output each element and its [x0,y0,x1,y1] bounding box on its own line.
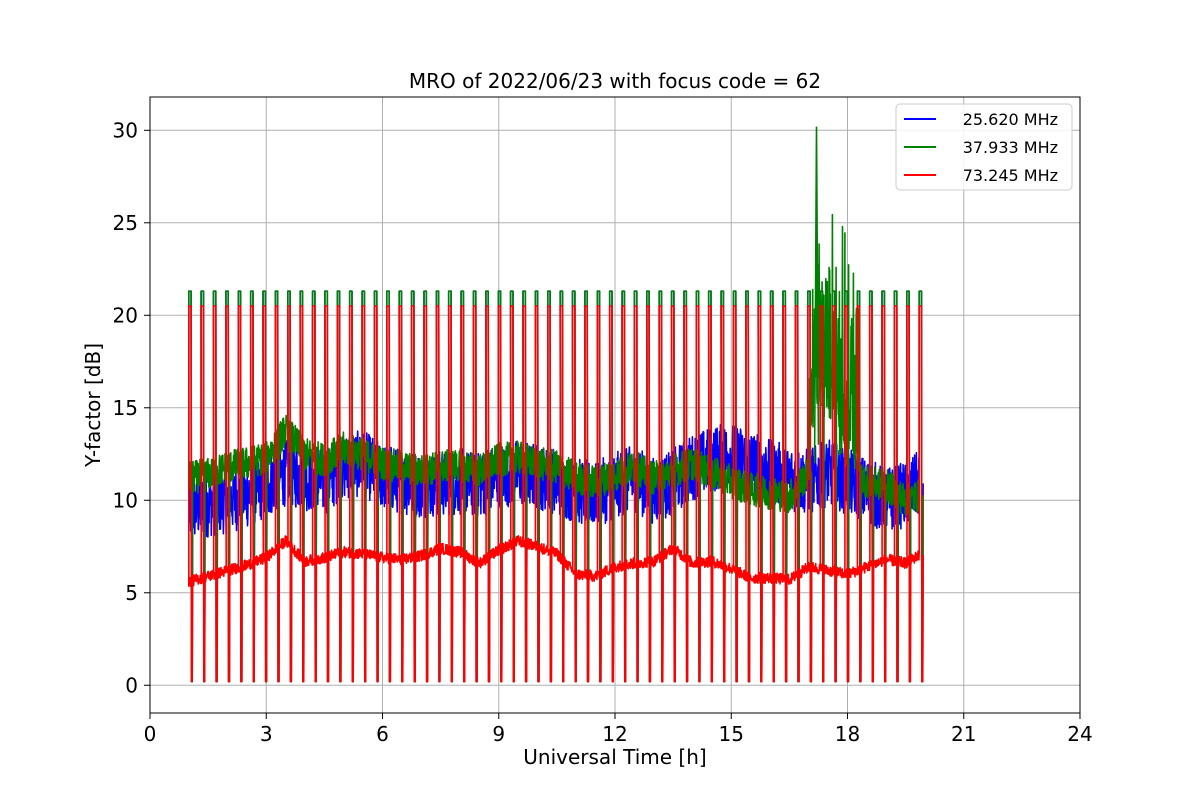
y-axis-label: Y-factor [dB] [81,343,105,468]
plot-area [188,126,924,683]
y-tick-label: 20 [113,303,138,327]
x-tick-label: 0 [144,722,157,746]
legend-label: 25.620 MHz [963,110,1058,129]
legend-label: 73.245 MHz [963,166,1058,185]
y-tick-label: 30 [113,118,138,142]
x-tick-label: 21 [951,722,976,746]
x-tick-label: 3 [260,722,273,746]
x-axis: 0 3 6 9 12 15 18 21 24 [144,713,1093,746]
y-tick-label: 5 [125,581,138,605]
legend-box [895,103,1073,191]
x-tick-label: 6 [376,722,389,746]
x-tick-label: 24 [1067,722,1092,746]
y-tick-label: 0 [125,673,138,697]
series-line-1-peak [813,126,820,464]
x-tick-label: 18 [835,722,860,746]
chart-title: MRO of 2022/06/23 with focus code = 62 [409,69,821,93]
series-line-2 [188,305,924,683]
y-tick-label: 25 [113,211,138,235]
x-tick-label: 15 [719,722,744,746]
y-axis: 0 5 10 15 20 25 30 [113,118,150,697]
legend-label: 37.933 MHz [963,138,1058,157]
x-tick-label: 12 [602,722,627,746]
x-axis-label: Universal Time [h] [523,745,706,769]
y-tick-label: 15 [113,396,138,420]
legend: 25.620 MHz 37.933 MHz 73.245 MHz [895,103,1073,191]
y-tick-label: 10 [113,488,138,512]
x-tick-label: 9 [492,722,505,746]
